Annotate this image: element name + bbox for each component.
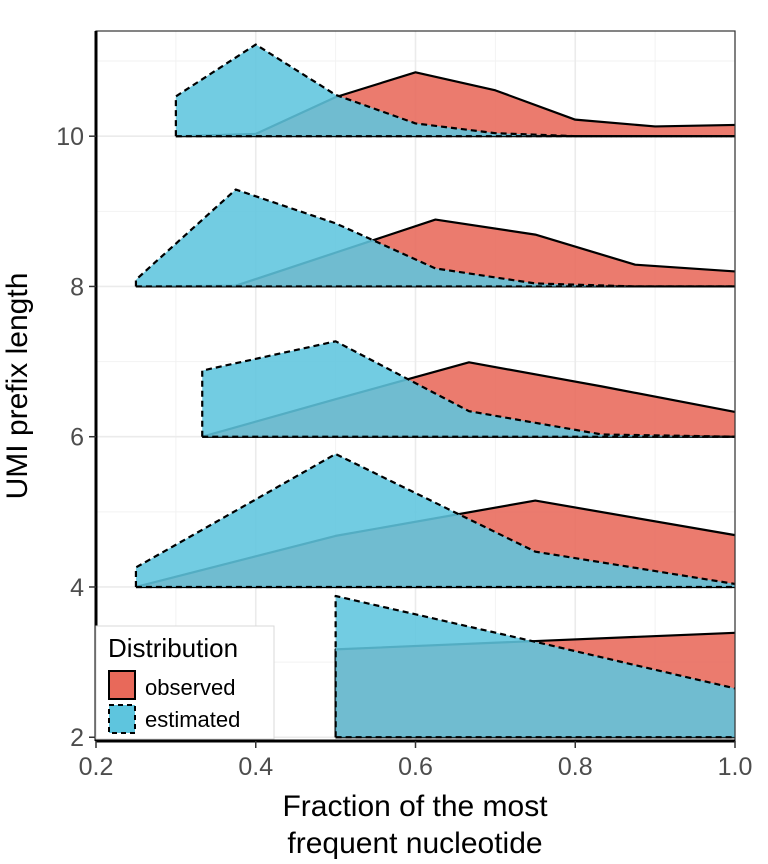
axes: 0.2 0.4 0.6 0.8 1.0 2 4 6 8 10	[56, 123, 752, 781]
y-tick-label: 8	[70, 273, 84, 301]
ridge-series	[134, 43, 736, 739]
estimated-line-10	[174, 43, 735, 138]
ridge-10	[174, 43, 736, 138]
estimated-area-4	[135, 453, 735, 587]
ridge-6	[201, 340, 736, 438]
y-tick-label: 10	[56, 123, 84, 151]
x-tick-label: 0.2	[79, 753, 114, 781]
legend-title: Distribution	[108, 633, 238, 663]
legend-key-estimated	[108, 704, 136, 734]
estimated-area-6	[202, 341, 735, 437]
x-tick-label: 0.6	[398, 753, 433, 781]
y-tick-label: 2	[70, 724, 84, 752]
estimated-area-2	[335, 595, 735, 738]
ridge-2	[334, 594, 736, 739]
y-tick-label: 6	[70, 424, 84, 452]
ridge-8	[134, 188, 736, 288]
legend-key-observed	[108, 670, 136, 700]
y-tick-label: 4	[70, 574, 84, 602]
legend-label-observed: observed	[145, 675, 236, 700]
estimated-line-4	[134, 452, 736, 587]
legend-label-estimated: estimated	[145, 707, 240, 732]
x-axis-title-line-2: frequent nucleotide	[287, 827, 542, 860]
legend: Distribution observed estimated	[95, 625, 275, 740]
x-tick-label: 1.0	[718, 753, 753, 781]
x-axis-title-line-1: Fraction of the most	[282, 790, 548, 823]
y-axis-title: UMI prefix length	[1, 273, 34, 500]
x-tick-label: 0.4	[238, 753, 273, 781]
estimated-line-2	[334, 594, 736, 738]
estimated-area-8	[135, 189, 735, 287]
x-tick-label: 0.8	[558, 753, 593, 781]
ridge-4	[134, 452, 736, 589]
estimated-area-10	[175, 44, 735, 137]
estimated-line-6	[201, 340, 736, 438]
